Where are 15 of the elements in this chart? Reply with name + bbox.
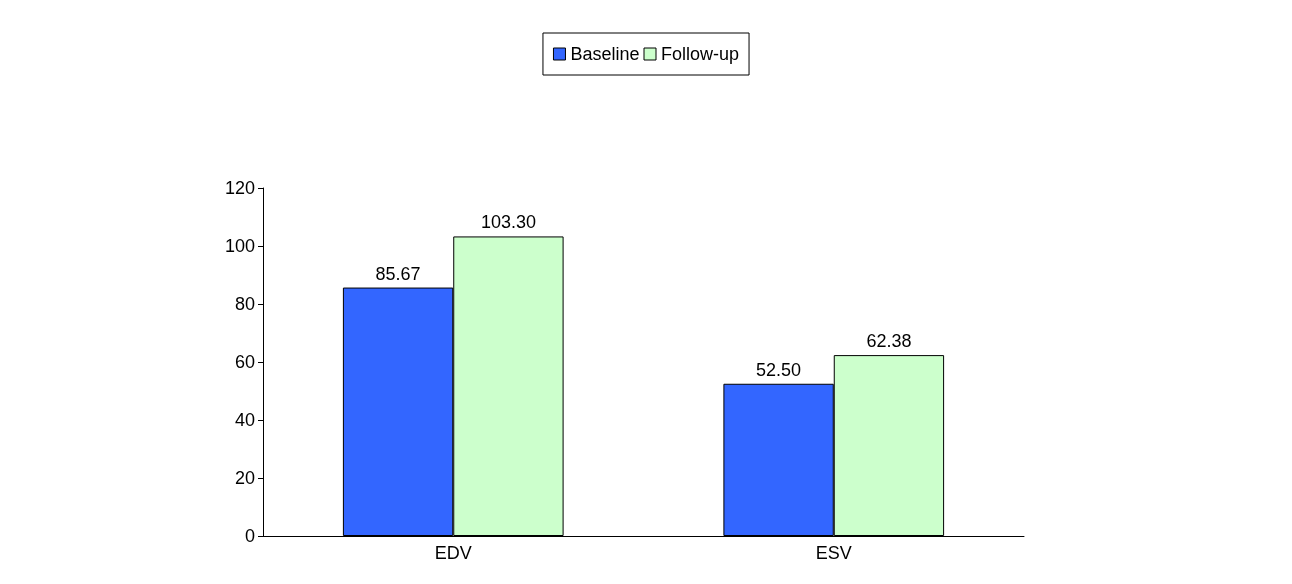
x-tick-label: ESV [815, 543, 852, 563]
x-tick-label: EDV [434, 543, 472, 563]
data-label: 52.50 [756, 359, 802, 380]
y-tick-label: 60 [234, 352, 255, 372]
data-label: 85.67 [375, 263, 421, 284]
y-tick-label: 100 [224, 236, 255, 256]
y-tick-label: 20 [234, 468, 255, 488]
legend-label: Follow-up [661, 44, 740, 64]
legend-label: Baseline [570, 44, 640, 64]
y-tick-label: 40 [234, 410, 255, 430]
y-tick-label: 0 [244, 526, 255, 546]
y-tick-label: 80 [234, 294, 255, 314]
y-tick-label: 120 [224, 178, 255, 198]
data-label: 103.30 [480, 212, 536, 233]
data-label: 62.38 [866, 331, 912, 352]
